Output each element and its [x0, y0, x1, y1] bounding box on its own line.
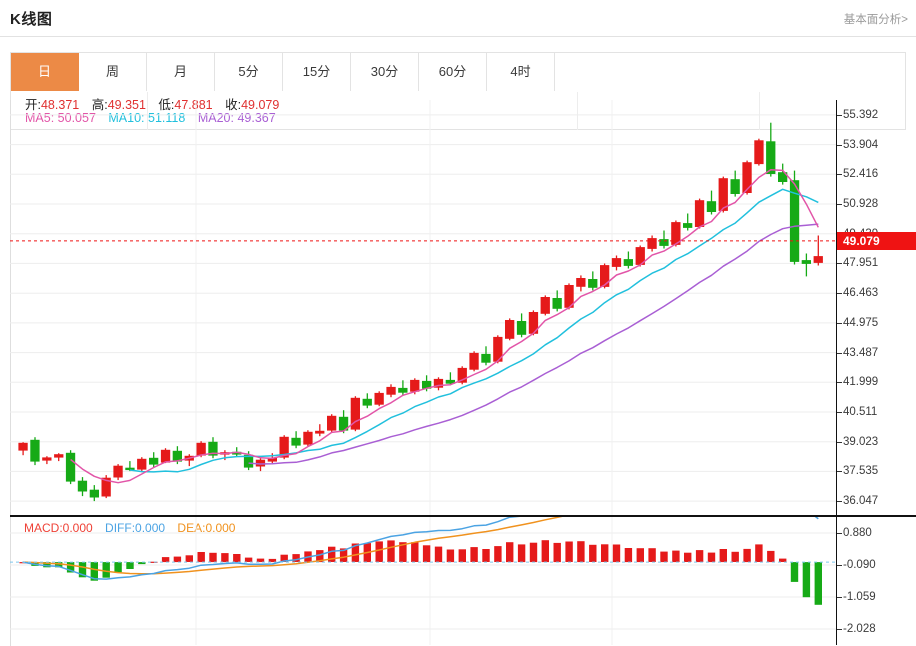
low-value: 47.881	[174, 98, 213, 112]
axis-tick-mark	[837, 565, 842, 566]
tab-label: 60分	[438, 64, 467, 79]
price-tick-label: 53.904	[843, 138, 879, 151]
macd-axis: 0.880 -0.090 -1.059 -2.028	[836, 517, 916, 645]
axis-tick-mark	[837, 382, 842, 384]
close-label: 收:	[225, 98, 242, 112]
price-tick-label: 40.511	[843, 406, 878, 418]
axis-tick-mark	[837, 293, 842, 295]
axis-tick-mark	[837, 204, 842, 205]
chart-left-border	[10, 100, 11, 646]
macd-label: MACD:	[24, 521, 63, 535]
page-title: K线图	[10, 11, 53, 28]
axis-tick-mark	[837, 322, 842, 324]
axis-tick-mark	[837, 629, 842, 630]
tab-2[interactable]: 月	[147, 53, 215, 91]
tab-label: 5分	[238, 64, 259, 79]
axis-tick-mark	[837, 471, 842, 473]
axis-tick-mark	[837, 597, 842, 598]
price-chart[interactable]	[10, 100, 836, 516]
tab-filler	[555, 53, 905, 91]
macd-tick-label: 0.880	[843, 527, 872, 539]
axis-tick-mark	[837, 263, 842, 265]
open-value: 48.371	[40, 98, 80, 112]
axis-tick-mark	[837, 144, 842, 146]
axis-tick-mark	[837, 441, 842, 443]
fundamental-analysis-link[interactable]: 基本面分析>	[843, 14, 908, 26]
low-label: 低:	[158, 98, 175, 112]
price-tick-label: 50.928	[843, 198, 879, 210]
tab-5[interactable]: 30分	[351, 53, 419, 91]
price-tick-label: 47.951	[843, 257, 879, 270]
tab-4[interactable]: 15分	[283, 53, 351, 91]
axis-tick-mark	[837, 352, 842, 354]
infobar-divider-1	[147, 92, 148, 130]
diff-label: DIFF:	[105, 521, 136, 535]
tab-0[interactable]: 日	[11, 53, 79, 91]
tab-label: 日	[37, 64, 51, 79]
price-tick-label: 46.463	[843, 287, 879, 300]
macd-tick-label: -0.090	[843, 559, 876, 571]
current-price-badge: 49.079	[837, 231, 916, 250]
period-tabbar: 日 周 月 5分 15分 30分 60分 4时	[10, 52, 906, 92]
tab-7[interactable]: 4时	[487, 53, 555, 91]
price-tick-label: 41.999	[843, 376, 879, 389]
infobar-divider-2	[577, 92, 578, 130]
tab-1[interactable]: 周	[79, 53, 147, 91]
axis-tick-mark	[837, 174, 842, 176]
diff-value: 0.000	[135, 521, 166, 535]
tab-label: 30分	[370, 64, 399, 79]
axis-tick-mark	[837, 533, 842, 534]
price-tick-label: 39.023	[843, 435, 879, 448]
close-value: 49.079	[241, 98, 280, 112]
open-label: 开:	[25, 98, 41, 112]
tab-3[interactable]: 5分	[215, 53, 283, 91]
tab-label: 4时	[510, 64, 531, 79]
macd-legend: MACD:0.000 DIFF:0.000 DEA:0.000	[24, 521, 235, 535]
macd-value: 0.000	[62, 521, 93, 535]
high-value: 49.351	[107, 98, 146, 112]
tab-label: 15分	[302, 64, 331, 79]
page-header: K线图 基本面分析>	[0, 0, 916, 37]
price-tick-label: 55.392	[843, 108, 879, 121]
tab-6[interactable]: 60分	[419, 53, 487, 91]
price-tick-label: 43.487	[843, 346, 879, 359]
axis-tick-mark	[837, 501, 842, 503]
price-tick-label: 36.047	[843, 495, 879, 508]
ohlc-readout: 开:48.371 高:49.351 低:47.881 收:49.079	[25, 94, 279, 113]
price-tick-label: 44.975	[843, 316, 879, 329]
tab-label: 周	[105, 64, 119, 79]
tab-label: 月	[173, 64, 187, 79]
axis-tick-mark	[837, 412, 842, 413]
panel-divider	[10, 515, 916, 517]
macd-chart[interactable]	[10, 517, 836, 645]
high-label: 高:	[91, 98, 108, 112]
infobar-divider-3	[759, 92, 760, 130]
dea-value: 0.000	[205, 521, 236, 535]
axis-tick-mark	[837, 114, 842, 116]
price-tick-label: 52.416	[843, 168, 879, 181]
macd-tick-label: -2.028	[843, 623, 876, 635]
price-axis: 55.39253.90452.41650.92849.43947.95146.4…	[836, 100, 916, 516]
macd-tick-label: -1.059	[843, 591, 876, 603]
price-tick-label: 37.535	[843, 465, 879, 478]
dea-label: DEA:	[177, 521, 206, 535]
